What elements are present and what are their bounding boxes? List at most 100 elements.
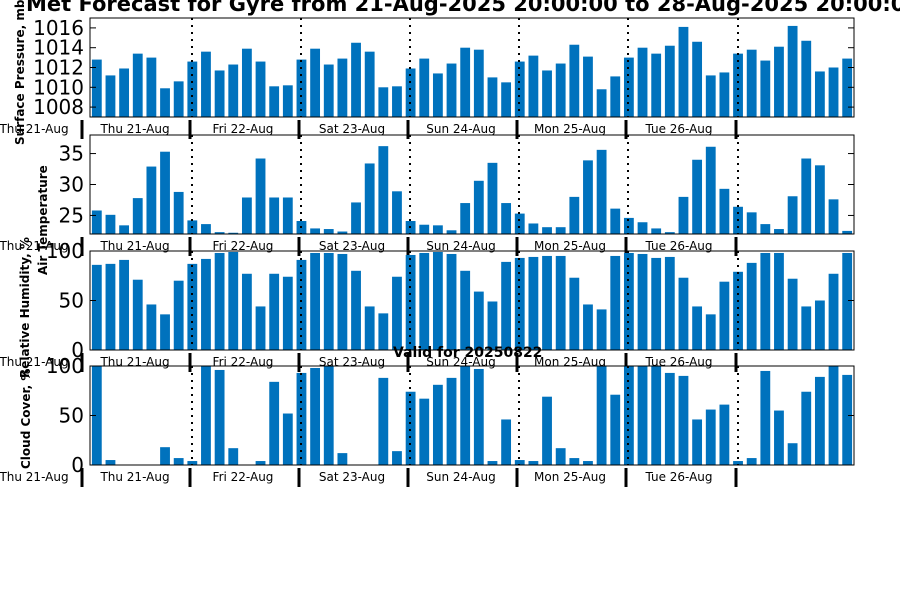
day-label-3-5: Tue 26-Aug [644,470,712,484]
bar-1-37 [596,149,607,234]
bar-3-12 [255,461,266,465]
bar-2-24 [419,252,430,350]
corner-date-label-0: Thu 21-Aug [0,122,69,136]
bar-1-43 [678,196,689,235]
bar-3-33 [542,396,552,465]
day-label-1-5: Tue 26-Aug [644,239,712,253]
bar-2-25 [432,251,443,350]
bar-3-46 [719,404,730,465]
bar-0-27 [460,47,471,118]
bar-1-10 [228,232,239,234]
bar-0-46 [719,72,730,117]
bar-2-32 [528,256,539,350]
bar-3-8 [201,366,211,465]
bar-0-9 [214,70,225,117]
bar-2-49 [760,252,771,350]
bar-2-10 [228,251,239,350]
day-label-1-0: Thu 21-Aug [99,239,169,253]
bar-3-23 [405,391,416,465]
bar-0-11 [241,48,252,117]
bar-3-43 [678,375,689,465]
bar-0-28 [473,49,484,117]
day-label-3-1: Fri 22-Aug [213,470,274,484]
bar-2-26 [446,253,457,350]
bar-3-40 [637,366,648,465]
bar-1-42 [664,232,675,234]
bar-2-29 [487,301,498,350]
bar-3-31 [514,460,525,465]
bar-0-36 [583,56,593,117]
bar-1-39 [623,217,634,234]
corner-date-label-2: Thu 21-Aug [0,355,69,369]
bar-2-2 [119,259,130,350]
bar-1-14 [282,197,293,234]
bar-2-3 [132,279,143,350]
bar-0-50 [774,46,784,117]
bar-3-17 [323,366,334,465]
bar-1-27 [460,203,471,234]
ytick-label-1-0: 25 [59,203,84,227]
bar-2-12 [255,306,266,350]
bar-2-14 [282,276,293,350]
bar-0-23 [405,68,416,117]
bar-3-52 [801,391,812,465]
ytick-label-3-1: 50 [59,404,84,428]
ytick-label-0-4: 1016 [33,16,84,40]
bar-0-0 [91,59,102,117]
bar-2-50 [774,252,784,350]
bar-3-30 [501,419,512,465]
bar-3-47 [733,461,743,465]
bar-3-1 [105,460,116,465]
day-label-2-1: Fri 22-Aug [213,355,274,369]
bar-2-31 [514,257,525,350]
bar-2-41 [651,257,662,350]
bar-2-22 [392,276,402,350]
ytick-label-0-3: 1014 [33,36,84,60]
bar-0-26 [446,63,457,117]
bar-2-7 [187,263,198,350]
bar-1-13 [269,197,280,234]
bar-1-17 [323,229,334,234]
bar-2-51 [787,278,798,350]
bar-0-41 [651,53,662,117]
bar-0-1 [105,75,116,117]
bar-0-43 [678,26,689,117]
bar-1-38 [610,208,621,234]
bar-2-33 [542,255,552,350]
day-label-3-4: Mon 25-Aug [534,470,606,484]
bar-3-28 [473,368,484,465]
day-label-0-5: Tue 26-Aug [644,122,712,136]
bar-0-14 [282,85,293,117]
temperature-ylabel: Air Temperature [36,165,50,275]
bar-2-54 [828,273,839,350]
bar-0-25 [432,73,443,117]
ytick-label-0-1: 1010 [33,75,84,99]
bar-0-6 [173,81,184,117]
bar-0-3 [132,53,143,117]
bar-3-35 [569,458,580,465]
bar-0-4 [146,57,157,117]
bar-0-16 [310,48,321,117]
bar-1-8 [201,224,211,234]
bar-2-53 [814,300,825,350]
bar-1-31 [514,213,525,234]
bar-0-30 [501,82,512,117]
bar-3-29 [487,461,498,465]
bar-0-47 [733,53,743,117]
bar-1-12 [255,158,266,234]
day-label-0-3: Sun 24-Aug [426,122,495,136]
bar-0-19 [351,42,361,117]
bar-1-35 [569,196,580,235]
day-label-0-4: Mon 25-Aug [534,122,606,136]
bar-1-51 [787,196,798,234]
bar-1-5 [160,151,170,234]
bar-2-44 [692,306,703,350]
bar-3-48 [746,458,757,465]
bar-3-9 [214,369,225,465]
bar-0-2 [119,68,130,117]
day-label-0-0: Thu 21-Aug [99,122,169,136]
bar-1-25 [432,225,443,234]
bar-0-55 [842,58,853,117]
day-label-1-2: Sat 23-Aug [319,239,385,253]
bar-2-6 [173,280,184,350]
